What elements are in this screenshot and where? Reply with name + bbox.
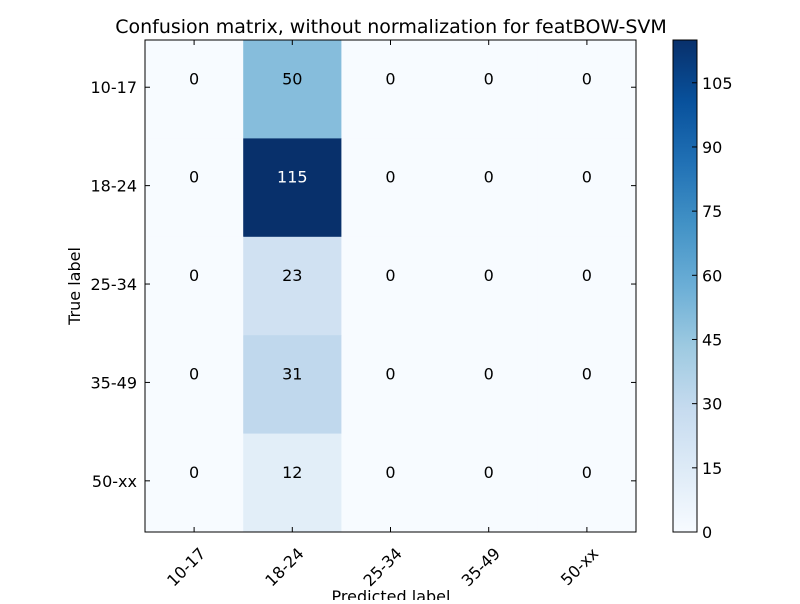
cell-value-label: 12 <box>282 463 302 482</box>
y-axis: 10-17 18-24 25-34 35-49 50-xx <box>91 78 636 491</box>
cell-value-label: 0 <box>385 266 395 285</box>
x-tick-label: 35-49 <box>458 544 504 590</box>
colorbar-tick-label: 30 <box>702 395 722 414</box>
heatmap-cell-50-xx-10-17 <box>145 433 244 533</box>
cell-value-label: 0 <box>582 463 592 482</box>
colorbar: 0 15 30 45 60 75 90 105 <box>672 39 733 542</box>
heatmap-cell-50-xx-25-34 <box>341 433 441 533</box>
heatmap-cell-50-xx-35-49 <box>439 433 539 533</box>
cell-value-label: 0 <box>385 168 395 187</box>
cell-value-label: 0 <box>385 364 395 383</box>
y-tick-label: 10-17 <box>91 78 138 97</box>
cell-value-label: 0 <box>484 168 494 187</box>
heatmap-cell-35-49-50-xx <box>537 335 637 435</box>
y-tick-label: 50-xx <box>92 472 137 491</box>
heatmap-cell-35-49-25-34 <box>341 335 441 435</box>
heatmap-cell-50-xx-50-xx <box>537 433 637 533</box>
heatmap-cell-18-24-35-49 <box>439 138 539 238</box>
cell-value-label: 0 <box>582 69 592 88</box>
heatmap-cell-18-24-25-34 <box>341 138 441 238</box>
colorbar-ticks: 0 15 30 45 60 75 90 105 <box>692 74 733 542</box>
heatmap-cell-35-49-18-24 <box>243 335 342 435</box>
cell-value-label: 50 <box>282 69 302 88</box>
cell-value-label: 0 <box>484 69 494 88</box>
x-tick-label: 18-24 <box>261 544 307 590</box>
cell-value-label: 0 <box>484 364 494 383</box>
x-tick-label: 25-34 <box>359 544 405 590</box>
x-axis-title: Predicted label <box>332 587 451 600</box>
y-tick-label: 18-24 <box>91 177 138 196</box>
colorbar-tick-label: 0 <box>702 523 712 542</box>
heatmap-cell-18-24-10-17 <box>145 138 244 238</box>
chart-title: Confusion matrix, without normalization … <box>115 16 667 38</box>
colorbar-tick-label: 45 <box>702 330 722 349</box>
cell-value-label: 0 <box>189 69 199 88</box>
heatmap-cell-25-34-25-34 <box>341 236 441 336</box>
cell-value-label: 31 <box>282 364 302 383</box>
cell-value-label: 0 <box>189 266 199 285</box>
cell-value-label: 0 <box>582 364 592 383</box>
heatmap-cell-10-17-18-24 <box>243 40 342 139</box>
cell-value-label: 0 <box>189 463 199 482</box>
heatmap-cell-25-34-18-24 <box>243 236 342 336</box>
heatmap-cell-35-49-35-49 <box>439 335 539 435</box>
y-tick-label: 35-49 <box>91 373 138 392</box>
cell-value-label: 0 <box>385 69 395 88</box>
heatmap-cell-18-24-50-xx <box>537 138 637 238</box>
cell-value-label: 0 <box>582 266 592 285</box>
heatmap-cell-35-49-10-17 <box>145 335 244 435</box>
heatmap-cell-18-24-18-24 <box>243 138 342 238</box>
heatmap-cell-10-17-25-34 <box>341 40 441 139</box>
colorbar-tick-label: 75 <box>702 202 722 221</box>
heatmap-cells <box>145 40 637 533</box>
cell-value-label: 0 <box>189 168 199 187</box>
cell-value-label: 0 <box>189 364 199 383</box>
cell-value-label: 0 <box>385 463 395 482</box>
x-tick-label: 50-xx <box>557 544 602 589</box>
y-axis-title: True label <box>65 247 84 326</box>
colorbar-tick-label: 15 <box>702 459 722 478</box>
x-tick-label: 10-17 <box>163 544 209 590</box>
cell-value-label: 23 <box>282 266 302 285</box>
heatmap-cell-25-34-10-17 <box>145 236 244 336</box>
heatmap-cell-10-17-50-xx <box>537 40 637 139</box>
cell-value-label: 0 <box>484 266 494 285</box>
heatmap-cell-10-17-35-49 <box>439 40 539 139</box>
heatmap-cell-25-34-35-49 <box>439 236 539 336</box>
cell-value-label: 0 <box>582 168 592 187</box>
colorbar-tick-label: 105 <box>702 74 733 93</box>
heatmap-cell-50-xx-18-24 <box>243 433 342 533</box>
heatmap-cell-25-34-50-xx <box>537 236 637 336</box>
colorbar-tick-label: 60 <box>702 266 722 285</box>
y-tick-label: 25-34 <box>91 275 138 294</box>
colorbar-gradient <box>672 39 698 533</box>
heatmap-cell-10-17-10-17 <box>145 40 244 139</box>
cell-value-label: 115 <box>277 168 308 187</box>
cell-value-labels: 0 50 0 0 0 0 115 0 0 0 0 23 0 0 0 0 31 0 0 0 0 12 0 0 0 <box>189 69 592 482</box>
cell-value-label: 0 <box>484 463 494 482</box>
colorbar-tick-label: 90 <box>702 138 722 157</box>
